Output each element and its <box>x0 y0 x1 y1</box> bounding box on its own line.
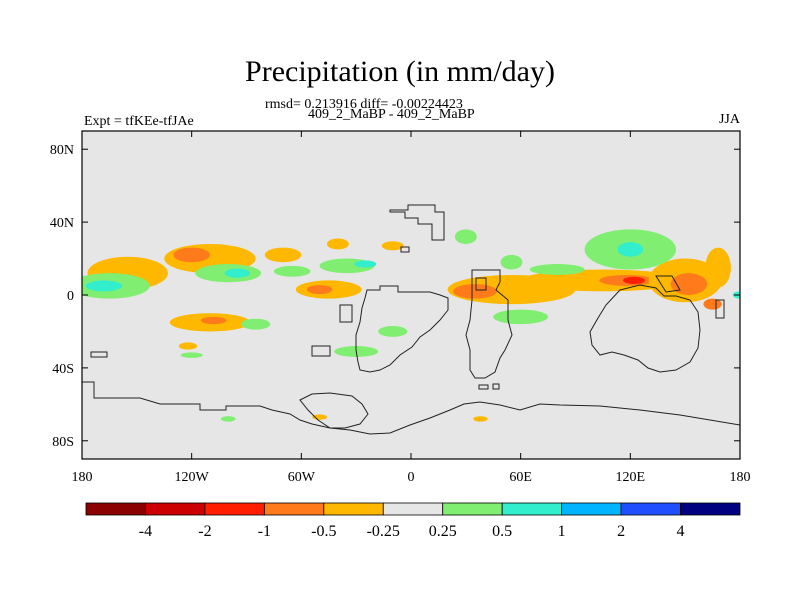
coastline-central-america <box>339 304 353 323</box>
y-tick-label: 80N <box>50 143 74 158</box>
colorbar-swatch <box>442 502 503 516</box>
colorbar-label: -4 <box>139 523 152 540</box>
colorbar: -4 -2 -1 -0.5 -0.25 0.25 0.5 1 2 4 <box>85 502 741 540</box>
season-label: JJA <box>718 112 740 127</box>
anomaly-region <box>617 242 644 257</box>
anomaly-region <box>173 247 210 263</box>
coastline-antarctica <box>82 381 740 459</box>
anomaly-region <box>241 318 271 330</box>
colorbar-label: 1 <box>558 523 566 540</box>
x-tick-label: 0 <box>408 470 415 485</box>
x-tick-label: 180 <box>730 470 751 485</box>
x-tick-label: 180 <box>72 470 93 485</box>
colorbar-label: 2 <box>617 523 625 540</box>
colorbar-swatch <box>501 502 563 516</box>
colorbar-label: 4 <box>677 523 685 540</box>
anomaly-region <box>473 416 488 422</box>
colorbar-swatch <box>263 502 325 516</box>
x-tick-label: 60E <box>509 470 532 485</box>
anomaly-region <box>381 241 404 251</box>
coastline-africa <box>465 269 513 379</box>
y-tick-label: 40S <box>52 362 74 377</box>
coastline-island <box>90 351 108 358</box>
coastline-south-america <box>355 285 449 373</box>
x-tick-label: 120W <box>175 470 210 485</box>
colorbar-swatch <box>620 502 681 516</box>
anomaly-region <box>705 247 731 288</box>
y-tick-label: 0 <box>67 289 74 304</box>
center-label: 409_2_MaBP - 409_2_MaBP <box>308 107 475 122</box>
y-tick-label: 80S <box>52 435 74 450</box>
anomaly-region <box>224 268 251 278</box>
colorbar-swatch <box>204 502 265 516</box>
anomaly-region <box>180 352 203 358</box>
anomaly-region <box>529 264 585 275</box>
colorbar-swatch <box>145 502 206 516</box>
colorbar-swatch <box>85 502 146 516</box>
coastline-antarctic-peninsula <box>299 392 369 429</box>
colorbar-label: -0.5 <box>311 523 336 540</box>
axis-ticks: 180 120W 60W 0 60E 120E 180 80N 40N 0 40S 80S <box>50 131 751 485</box>
colorbar-label: -1 <box>258 523 271 540</box>
y-tick-label: 40N <box>50 216 74 231</box>
colorbar-swatch <box>680 502 741 516</box>
anomaly-region <box>273 265 311 277</box>
anomaly-region <box>623 276 645 285</box>
anomaly-region <box>453 284 497 299</box>
anomaly-region <box>306 284 333 295</box>
stats-line: rmsd= 0.213916 diff= -0.00224423 <box>265 97 463 112</box>
colorbar-label: 0.25 <box>429 523 457 540</box>
x-tick-label: 120E <box>616 470 646 485</box>
colorbar-label: 0.5 <box>492 523 512 540</box>
coastline-new-guinea <box>655 275 681 293</box>
anomaly-region <box>500 254 523 270</box>
map-title: Precipitation (in mm/day) <box>245 55 555 88</box>
anomaly-region <box>378 325 408 337</box>
experiment-label: Expt = tfKEe-tfJAe <box>84 114 194 129</box>
coastline-arabia <box>475 277 487 291</box>
coastline-island <box>492 383 500 390</box>
coastline-island <box>311 345 331 357</box>
anomaly-region <box>703 298 722 310</box>
colorbar-swatch <box>561 502 622 516</box>
anomaly-region <box>264 247 302 263</box>
anomaly-region <box>454 229 477 244</box>
anomaly-region <box>85 280 123 292</box>
coastlines <box>82 204 740 459</box>
colorbar-swatch <box>382 502 444 516</box>
anomaly-layer <box>82 229 740 422</box>
coastline-australia <box>589 284 701 373</box>
coastline-island <box>478 384 489 390</box>
colorbar-label: -0.25 <box>367 523 400 540</box>
colorbar-label: -2 <box>198 523 211 540</box>
anomaly-region <box>354 260 377 268</box>
colorbar-swatch <box>323 502 384 516</box>
coastline-new-zealand <box>715 299 725 319</box>
anomaly-region <box>670 273 708 296</box>
anomaly-region <box>178 342 198 350</box>
coastline-island <box>400 246 410 253</box>
anomaly-region <box>493 309 549 325</box>
anomaly-region <box>200 316 227 325</box>
anomaly-region <box>326 238 349 250</box>
anomaly-region <box>220 416 236 422</box>
coastline-north-america <box>389 204 445 241</box>
x-tick-label: 60W <box>288 470 316 485</box>
